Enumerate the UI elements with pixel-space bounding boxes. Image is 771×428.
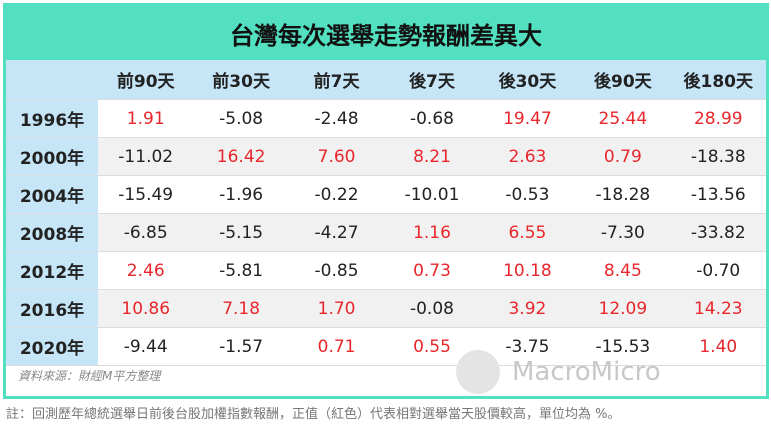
- value-cell: -15.49: [98, 176, 194, 214]
- row-label: 2016年: [6, 290, 98, 328]
- value-cell: -15.53: [575, 328, 671, 366]
- note: 註：回測歷年總統選舉日前後台股加權指數報酬，正值（紅色）代表相對選舉當天股價較高…: [6, 407, 621, 422]
- watermark-text: MacroMicro: [512, 357, 661, 387]
- value-cell: 10.18: [479, 252, 576, 290]
- value-cell: 7.60: [288, 138, 385, 176]
- value-cell: -0.85: [288, 252, 385, 290]
- value-cell: 1.91: [98, 100, 194, 138]
- value-cell: 14.23: [670, 290, 766, 328]
- row-label: 2000年: [6, 138, 98, 176]
- row-label: 2004年: [6, 176, 98, 214]
- value-cell: 19.47: [479, 100, 576, 138]
- value-cell: 8.45: [575, 252, 671, 290]
- value-cell: 1.40: [670, 328, 766, 366]
- value-cell: -1.96: [193, 176, 289, 214]
- value-cell: -4.27: [288, 214, 385, 252]
- value-cell: -33.82: [670, 214, 766, 252]
- row-label: 2020年: [6, 328, 98, 366]
- value-cell: -10.01: [384, 176, 480, 214]
- column-header: 前90天: [98, 60, 194, 100]
- value-cell: 2.46: [98, 252, 194, 290]
- table-frame: 台灣每次選舉走勢報酬差異大 前90天 前30天 前7天 後7天 後30天 後90天 後180…: [3, 3, 769, 399]
- row-label: 2008年: [6, 214, 98, 252]
- value-cell: -9.44: [98, 328, 194, 366]
- logo: [456, 350, 500, 394]
- value-cell: 0.79: [575, 138, 671, 176]
- row-label: 1996年: [6, 100, 98, 138]
- header-corner: [6, 60, 98, 100]
- value-cell: -0.68: [384, 100, 480, 138]
- value-cell: -6.85: [98, 214, 194, 252]
- title: 台灣每次選舉走勢報酬差異大: [6, 6, 766, 60]
- column-header: 後180天: [670, 60, 766, 100]
- value-cell: -0.70: [670, 252, 766, 290]
- column-header: 前30天: [193, 60, 289, 100]
- value-cell: -0.22: [288, 176, 385, 214]
- value-cell: 0.73: [384, 252, 480, 290]
- value-cell: -2.48: [288, 100, 385, 138]
- value-cell: -0.08: [384, 290, 480, 328]
- value-cell: 6.55: [479, 214, 576, 252]
- value-cell: -18.28: [575, 176, 671, 214]
- value-cell: -5.81: [193, 252, 289, 290]
- value-cell: 12.09: [575, 290, 671, 328]
- row-label: 2012年: [6, 252, 98, 290]
- value-cell: -0.53: [479, 176, 576, 214]
- value-cell: 7.18: [193, 290, 289, 328]
- value-cell: 25.44: [575, 100, 671, 138]
- column-header: 後90天: [575, 60, 671, 100]
- value-cell: 1.16: [384, 214, 480, 252]
- value-cell: 28.99: [670, 100, 766, 138]
- value-cell: 10.86: [98, 290, 194, 328]
- watermark: MacroMicro: [456, 350, 661, 394]
- value-cell: 8.21: [384, 138, 480, 176]
- value-cell: 2.63: [479, 138, 576, 176]
- source: 資料來源：財經M平方整理: [18, 369, 161, 383]
- column-header: 前7天: [288, 60, 385, 100]
- value-cell: -5.08: [193, 100, 289, 138]
- value-cell: -13.56: [670, 176, 766, 214]
- column-header: 後7天: [384, 60, 480, 100]
- value-cell: 1.70: [288, 290, 385, 328]
- value-cell: 3.92: [479, 290, 576, 328]
- column-header: 後30天: [479, 60, 576, 100]
- value-cell: -11.02: [98, 138, 194, 176]
- value-cell: -18.38: [670, 138, 766, 176]
- value-cell: -5.15: [193, 214, 289, 252]
- value-cell: 16.42: [193, 138, 289, 176]
- value-cell: -7.30: [575, 214, 671, 252]
- value-cell: 0.71: [288, 328, 385, 366]
- value-cell: -1.57: [193, 328, 289, 366]
